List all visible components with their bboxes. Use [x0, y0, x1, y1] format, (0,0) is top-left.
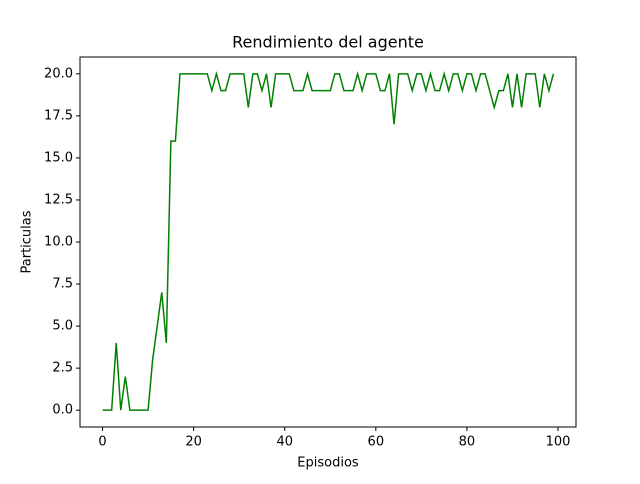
- x-tick-label: 100: [546, 435, 571, 450]
- y-axis-label: Particulas: [20, 210, 35, 273]
- y-tick-label: 17.5: [44, 108, 73, 123]
- x-tick-label: 20: [185, 435, 202, 450]
- y-tick-label: 0.0: [52, 403, 73, 418]
- y-tick-label: 20.0: [44, 66, 73, 81]
- data-line: [102, 70, 555, 411]
- x-tick-label: 0: [98, 435, 106, 450]
- y-tick-label: 15.0: [44, 150, 73, 165]
- x-tick-label: 40: [276, 435, 293, 450]
- x-axis-label: Episodios: [297, 456, 359, 471]
- y-tick-label: 5.0: [52, 319, 73, 334]
- y-tick-label: 2.5: [52, 361, 73, 376]
- y-tick-label: 12.5: [44, 192, 73, 207]
- chart-title: Rendimiento del agente: [232, 33, 424, 52]
- x-tick-label: 80: [459, 435, 476, 450]
- x-tick-label: 60: [368, 435, 385, 450]
- y-tick-label: 10.0: [44, 235, 73, 250]
- y-tick-label: 7.5: [52, 277, 73, 292]
